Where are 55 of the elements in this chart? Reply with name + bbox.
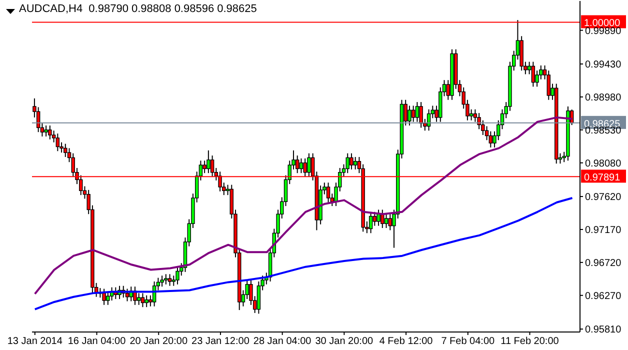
x-tick-label: 30 Jan 20:00 [315,336,374,348]
candlestick [160,275,164,288]
candlestick [384,214,388,229]
x-tick-label: 13 Jan 2014 [7,336,63,348]
candlestick [164,274,168,285]
candlestick [353,156,358,170]
line-series [34,196,574,310]
x-tick-label: 23 Jan 12:00 [192,336,250,348]
candlestick [368,211,373,234]
candlestick [411,105,416,122]
candlestick [350,152,354,170]
candlestick [408,105,412,126]
candlestick [202,160,206,174]
x-tick-label: 20 Jan 20:00 [130,336,188,348]
y-tick-label: 0.98530 [585,125,622,136]
candlestick [176,266,180,285]
y-tick-label: 0.96270 [585,290,622,302]
candlestick [106,291,110,306]
candlestick [136,292,141,306]
candlestick [64,143,68,158]
candlestick [531,61,536,88]
x-tick-label: 7 Feb 04:00 [441,336,496,348]
y-tick-label: 0.98980 [585,92,622,104]
y-tick-label: 0.96720 [585,258,622,269]
candlestick [419,102,423,128]
y-tick-label: 0.97620 [585,192,622,204]
candlestick [206,150,210,174]
candlestick [376,209,380,226]
candlestick [48,124,52,140]
x-tick-label: 11 Feb 20:00 [500,336,560,348]
candlestick [299,158,304,174]
candlestick [326,182,330,203]
x-tick-label: 28 Jan 04:00 [253,336,312,348]
y-tick-label: 0.99430 [585,60,622,71]
ref-line-label: 0.97891 [584,172,621,184]
candlestick [133,286,137,306]
candlestick [168,274,172,286]
x-tick-label: 4 Feb 12:00 [379,336,434,348]
candlestick [307,152,311,178]
candlestick [380,209,384,229]
x-tick-label: 16 Jan 04:00 [68,336,126,348]
candlestick [372,211,377,226]
y-tick-label: 0.99890 [585,26,622,37]
candlestick [56,133,60,152]
candlestick [388,214,392,231]
y-tick-label: 0.98080 [585,158,622,170]
candlestick [346,152,350,174]
chart-title: AUDCAD,H4 0.98790 0.98808 0.98596 0.98625 [19,3,257,15]
candlestick [44,124,48,137]
y-tick-label: 0.95810 [585,324,622,336]
candlestick [140,292,145,308]
candlestick [144,294,148,308]
candlestick [415,102,420,122]
y-tick-label: 0.97170 [585,225,622,236]
candlestick [102,288,106,306]
